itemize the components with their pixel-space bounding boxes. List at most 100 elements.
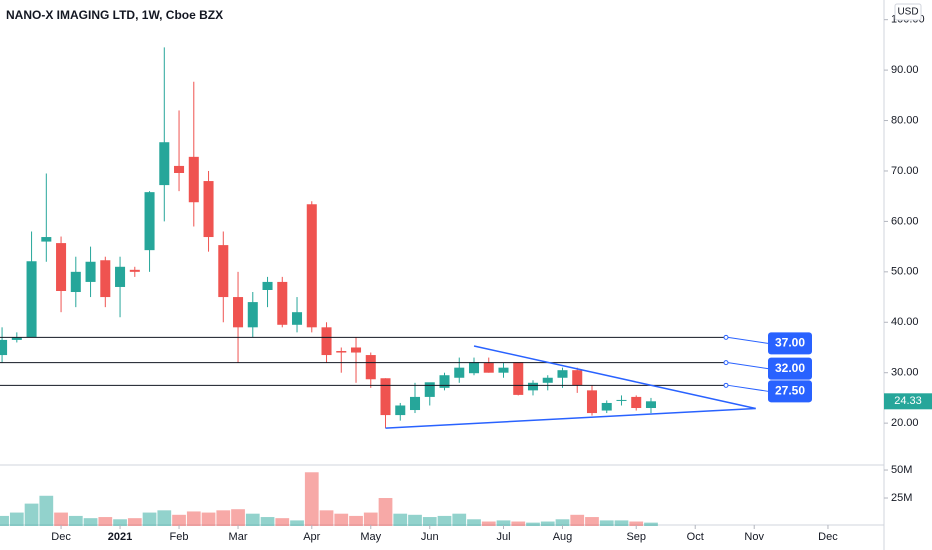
volume-bar <box>334 513 349 526</box>
candle-body <box>380 378 391 416</box>
volume-bar <box>408 514 422 526</box>
level-label: 37.00 <box>775 336 805 350</box>
x-tick-label: Feb <box>170 531 189 543</box>
x-tick-label: Dec <box>818 531 838 543</box>
candle-body <box>11 337 22 340</box>
candle-body <box>159 142 170 186</box>
candle-body <box>203 181 214 238</box>
volume-bar <box>245 513 260 526</box>
volume-bar <box>585 517 599 526</box>
volume-bar <box>24 503 39 526</box>
candle-body <box>527 382 539 391</box>
volume-bar <box>378 498 393 526</box>
volume-bar <box>39 495 54 526</box>
candle-body <box>513 362 524 395</box>
candle-body <box>26 261 37 338</box>
volume-bar <box>216 510 231 526</box>
level-label-box <box>768 380 812 403</box>
plot <box>0 47 658 526</box>
chart-title: NANO-X IMAGING LTD, 1W, Cboe BZX <box>6 8 223 22</box>
volume-bar <box>0 515 9 526</box>
candle-body <box>631 396 642 409</box>
candle-body <box>439 375 450 388</box>
volume-bar <box>9 512 24 526</box>
candle-body <box>454 367 465 378</box>
volume-bar <box>172 514 186 526</box>
volume-bar <box>319 510 334 526</box>
x-tick-label: Dec <box>51 531 71 543</box>
volume-bar <box>186 511 201 526</box>
candle-body <box>409 396 421 411</box>
volume-bar <box>304 472 319 526</box>
trend-line <box>385 407 756 429</box>
candle-body <box>292 312 303 325</box>
candle-body <box>395 405 406 416</box>
candle-body <box>233 297 244 328</box>
volume-bar <box>540 521 555 526</box>
candle-body <box>129 269 140 272</box>
last-price-box <box>884 393 932 410</box>
candle-body <box>645 401 656 409</box>
candle-body <box>483 362 494 373</box>
candle-body <box>188 156 199 203</box>
candle-body <box>0 339 8 356</box>
y-tick-label: 20.00 <box>891 417 919 429</box>
volume-bar <box>644 522 658 526</box>
level-handle <box>723 382 729 388</box>
volume-bar <box>231 509 245 526</box>
y-tick-label: 90.00 <box>891 64 919 76</box>
candle-body <box>100 260 111 298</box>
y-tick-label: 30.00 <box>891 367 919 379</box>
candle-body <box>616 399 627 401</box>
x-tick-label: Sep <box>626 531 646 543</box>
candle-body <box>601 402 612 411</box>
volume-bar <box>142 512 157 526</box>
volume-tick-label: 50M <box>891 464 912 476</box>
candle-body <box>144 192 155 251</box>
candle-body <box>56 243 67 292</box>
candle-body <box>424 382 435 397</box>
volume-bar <box>422 517 437 526</box>
x-tick-label: Aug <box>553 531 573 543</box>
volume-bar <box>629 521 644 526</box>
candle-body <box>174 165 185 173</box>
level-label: 32.00 <box>775 361 805 375</box>
volume-bar <box>437 515 452 526</box>
candle-body <box>498 367 509 373</box>
level-label-box <box>768 332 812 355</box>
candle-body <box>468 362 480 374</box>
volume-bar <box>127 518 142 526</box>
volume-bar <box>113 519 127 526</box>
volume-bar <box>157 510 172 526</box>
volume-bar <box>83 518 98 526</box>
volume-bar <box>98 517 113 526</box>
candle-body <box>277 281 288 325</box>
volume-bar <box>555 519 570 526</box>
level-connector <box>727 384 769 392</box>
currency-box <box>894 3 922 21</box>
trend-line <box>473 345 756 410</box>
candle-body <box>70 271 81 293</box>
candle-body <box>115 266 126 287</box>
candle-body <box>336 351 347 353</box>
x-tick-label: Jul <box>496 531 510 543</box>
x-tick-label: Jun <box>421 531 439 543</box>
volume-bar <box>452 513 467 526</box>
y-tick-label: 40.00 <box>891 316 919 328</box>
y-tick-label: 50.00 <box>891 266 919 278</box>
volume-bar <box>363 512 378 526</box>
level-handle <box>723 334 729 340</box>
x-tick-label: Mar <box>229 531 248 543</box>
candle-body <box>557 370 568 378</box>
level-connector <box>727 362 769 370</box>
candle-body <box>306 204 317 328</box>
volume-tick-label: 25M <box>891 492 912 504</box>
candle-body <box>542 377 553 383</box>
volume-bar <box>614 520 629 526</box>
volume-bar <box>349 515 363 526</box>
x-tick-label: Apr <box>303 531 320 543</box>
currency-label: USD <box>897 7 918 18</box>
volume-bar <box>201 512 216 526</box>
